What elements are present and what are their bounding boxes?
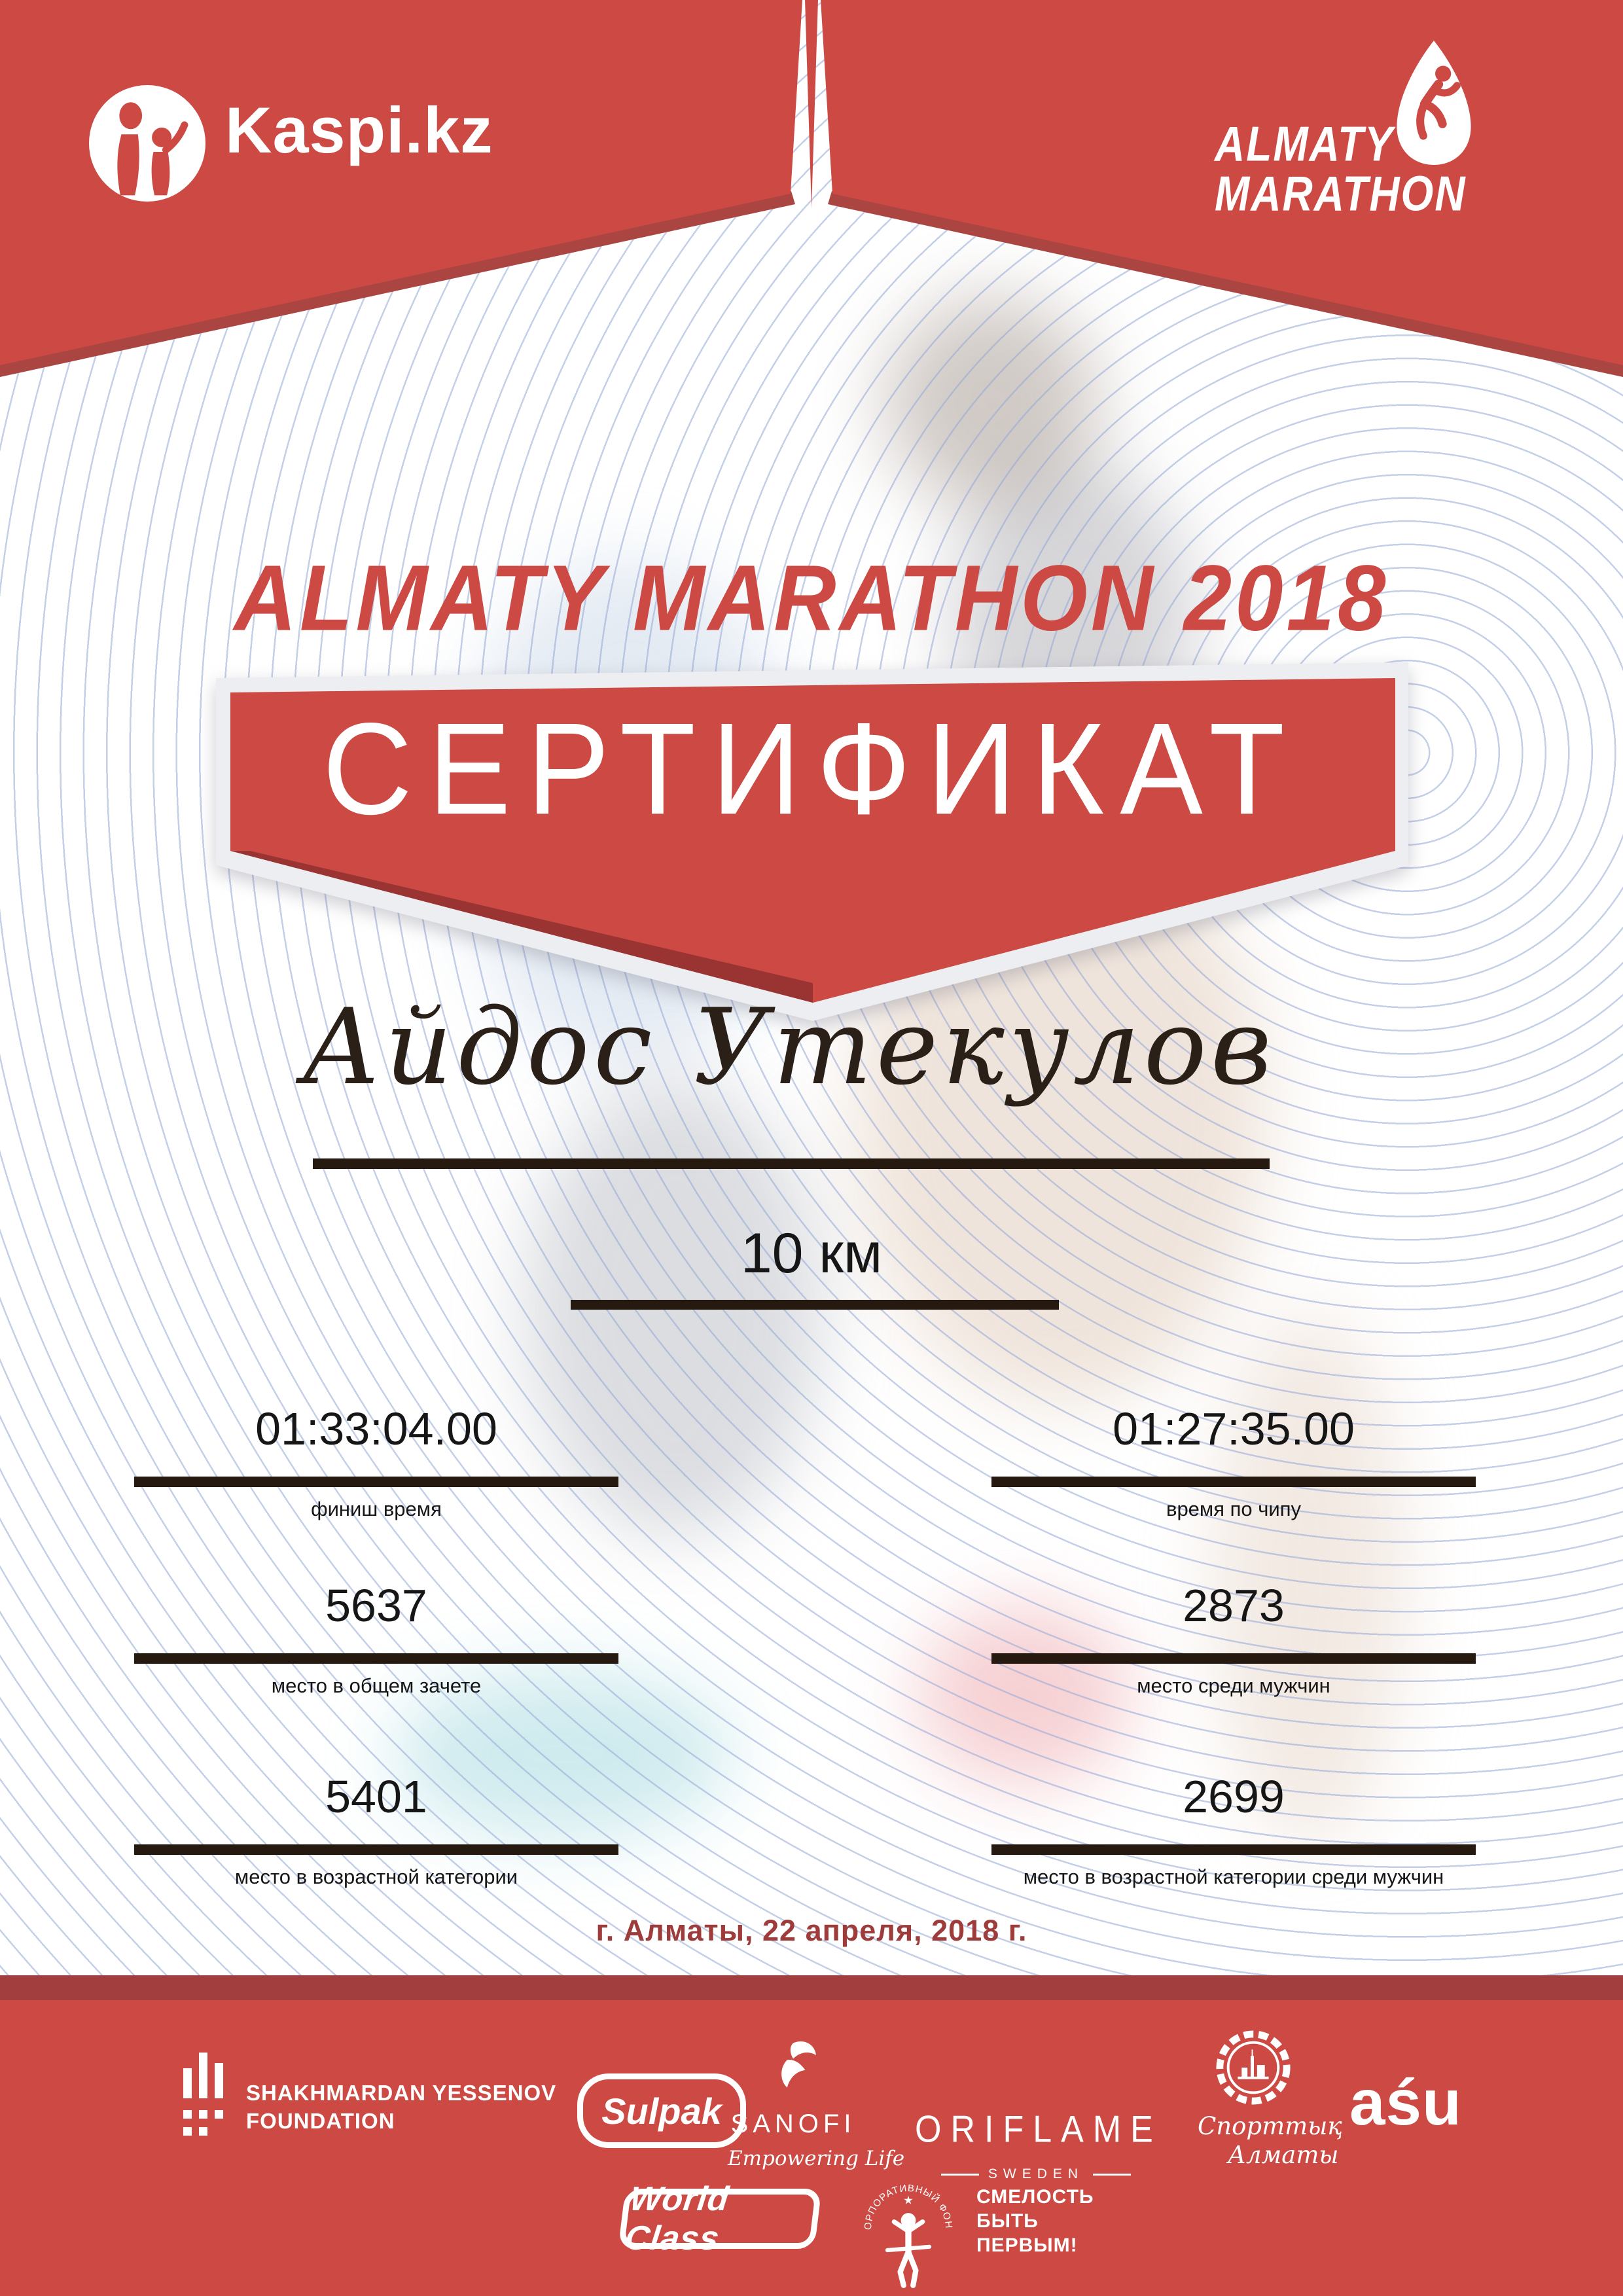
stat-underline [991, 1653, 1476, 1664]
sponsor-asu: aśu [1349, 2066, 1462, 2138]
stat-value: 2873 [1183, 1580, 1285, 1631]
stat-finish-time: 01:33:04.00 финиш время [134, 1393, 618, 1521]
sponsor-sulpak: Sulpak [577, 2073, 746, 2148]
sport-almaty-script-line2: Алматы [1228, 2141, 1339, 2169]
yessenov-text-line1: SHAKHMARDAN YESSENOV [246, 2081, 557, 2105]
stat-underline [991, 1844, 1476, 1855]
sanofi-tagline: Empowering Life [728, 2147, 905, 2170]
name-underline [313, 1158, 1270, 1169]
kaspi-logo-text: Kaspi.kz [225, 94, 493, 166]
stat-label: место среди мужчин [1137, 1674, 1330, 1697]
stat-underline [134, 1477, 618, 1487]
kaspi-people-icon [117, 102, 188, 196]
corporate-fund-emblem-icon: КОРПОРАТИВНЫЙ ФОНД ★ [863, 2169, 954, 2288]
sponsor-sport-almaty: Спорттық Алматы [1198, 2029, 1342, 2169]
stat-label: финиш время [311, 1498, 442, 1520]
sponsor-corporate-fund: КОРПОРАТИВНЫЙ ФОНД ★ СМЕЛОСТЬ БЫТЬ ПЕРВЫ… [863, 2169, 1094, 2291]
yessenov-text-line2: FOUNDATION [246, 2109, 395, 2133]
sponsor-yessenov-foundation: SHAKHMARDAN YESSENOV FOUNDATION [182, 2050, 556, 2149]
stat-label: место в возрастной категории [234, 1865, 518, 1888]
sponsor-oriflame: ORIFLAME SWEDEN [915, 2109, 1162, 2182]
stat-value: 5637 [325, 1580, 427, 1631]
stat-age-gender-place: 2699 место в возрастной категории среди … [991, 1761, 1476, 1889]
stat-chip-time: 01:27:35.00 время по чипу [991, 1393, 1476, 1521]
stat-underline [991, 1477, 1476, 1487]
stat-overall-place: 5637 место в общем зачете [134, 1570, 618, 1698]
stat-underline [134, 1653, 618, 1664]
almaty-marathon-runner-icon [1397, 41, 1471, 165]
sponsor-sanofi: SANOFI Empowering Life [728, 2039, 905, 2170]
event-date-location: г. Алматы, 22 апреля, 2018 г. [596, 1914, 1027, 1947]
yessenov-bars-icon [183, 2053, 223, 2136]
world-class-text: World Class [622, 2180, 732, 2257]
almaty-marathon-logo-line1: ALMATY [1215, 116, 1394, 172]
oriflame-rule-right [1093, 2173, 1132, 2176]
fund-star-icon: ★ [903, 2194, 914, 2207]
kaspi-logo-icon [89, 85, 205, 202]
fund-slogan-line1: СМЕЛОСТЬ [976, 2186, 1094, 2208]
stat-label: время по чипу [1166, 1498, 1302, 1520]
footer-dark-band [0, 1975, 1623, 2000]
oriflame-sub-text: SWEDEN [988, 2166, 1084, 2181]
fund-slogan-line2: БЫТЬ [976, 2210, 1039, 2232]
distance: 10 км [740, 1222, 883, 1285]
sport-almaty-script-line1: Спорттық [1198, 2112, 1342, 2140]
almaty-marathon-logo-line2: MARATHON [1215, 166, 1467, 222]
stat-underline [134, 1844, 618, 1855]
sponsor-world-class: World Class [618, 2180, 822, 2257]
sulpak-text: Sulpak [601, 2090, 722, 2132]
stat-label: место в общем зачете [271, 1674, 482, 1697]
sanofi-bird-icon [781, 2041, 816, 2088]
fund-slogan-line3: ПЕРВЫМ! [976, 2234, 1078, 2256]
oriflame-text: ORIFLAME [915, 2109, 1162, 2151]
stat-value: 5401 [325, 1771, 427, 1822]
stat-label: место в возрастной категории среди мужчи… [1023, 1865, 1444, 1888]
stat-value: 2699 [1183, 1771, 1285, 1822]
sanofi-text: SANOFI [730, 2109, 856, 2138]
footer-sponsors: SHAKHMARDAN YESSENOV FOUNDATION Sulpak S… [0, 2000, 1623, 2296]
sport-almaty-emblem-icon [1216, 2030, 1291, 2105]
certificate-label: СЕРТИФИКАТ [322, 696, 1301, 842]
stat-value: 01:27:35.00 [1113, 1403, 1355, 1454]
event-title: ALMATY MARATHON 2018 [234, 546, 1389, 650]
stat-value: 01:33:04.00 [255, 1403, 497, 1454]
stat-age-place: 5401 место в возрастной категории [134, 1761, 618, 1889]
certificate-shield: СЕРТИФИКАТ [209, 660, 1414, 1039]
oriflame-rule-left [940, 2173, 979, 2176]
participant-name: Айдос Утекулов [301, 986, 1276, 1108]
distance-underline [571, 1300, 1059, 1310]
stat-gender-place: 2873 место среди мужчин [991, 1570, 1476, 1698]
